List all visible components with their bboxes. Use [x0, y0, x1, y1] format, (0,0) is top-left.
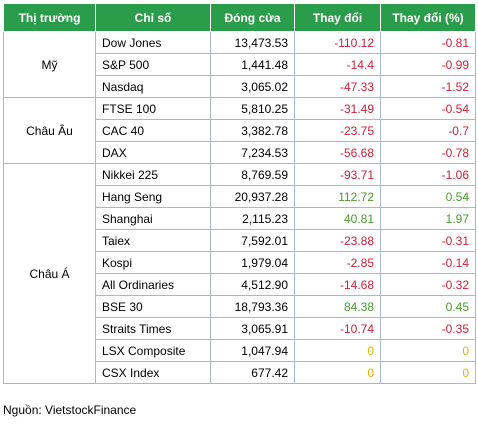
- close-value-cell: 8,769.59: [210, 163, 295, 186]
- market-indices-table: Thị trường Chỉ số Đóng cửa Thay đổi Thay…: [3, 3, 476, 384]
- change-percent-cell: -1.52: [380, 75, 476, 98]
- change-value-cell: -110.12: [294, 31, 381, 54]
- close-value-cell: 7,234.53: [210, 141, 295, 164]
- close-value-cell: 4,512.90: [210, 273, 295, 296]
- close-value-cell: 20,937.28: [210, 185, 295, 208]
- index-name-cell: BSE 30: [95, 295, 211, 318]
- table-body: Mỹ Dow Jones 13,473.53 -110.12 -0.81 S&P 500 1…: [3, 31, 476, 384]
- table-row: Châu Âu FTSE 100 5,810.25 -31.49 -0.54: [3, 97, 476, 164]
- index-name-cell: FTSE 100: [95, 97, 211, 120]
- close-value-cell: 1,047.94: [210, 339, 295, 362]
- change-percent-cell: -0.31: [380, 229, 476, 252]
- header-change: Thay đổi: [294, 3, 381, 32]
- table-row: LSX Composite 1,047.94 0 0: [4, 339, 476, 362]
- close-value-cell: 1,441.48: [210, 53, 295, 76]
- index-name-cell: LSX Composite: [95, 339, 211, 362]
- table-row: Hang Seng 20,937.28 112.72 0.54: [4, 185, 476, 208]
- index-name-cell: Nikkei 225: [95, 163, 211, 186]
- change-value-cell: -23.75: [294, 119, 381, 142]
- table-row: DAX 7,234.53 -56.68 -0.78: [4, 141, 476, 164]
- change-value-cell: -47.33: [294, 75, 381, 98]
- header-change-percent: Thay đổi (%): [380, 3, 476, 32]
- change-percent-cell: -0.99: [380, 53, 476, 76]
- index-name-cell: Taiex: [95, 229, 211, 252]
- header-market: Thị trường: [3, 3, 96, 32]
- change-value-cell: -93.71: [294, 163, 381, 186]
- index-name-cell: S&P 500: [95, 53, 211, 76]
- change-value-cell: 0: [294, 339, 381, 362]
- table-row: Taiex 7,592.01 -23.88 -0.31: [4, 229, 476, 252]
- change-value-cell: -31.49: [294, 97, 381, 120]
- header-close: Đóng cửa: [210, 3, 295, 32]
- change-value-cell: -23.88: [294, 229, 381, 252]
- change-percent-cell: -0.81: [380, 31, 476, 54]
- index-name-cell: Straits Times: [95, 317, 211, 340]
- change-percent-cell: -0.32: [380, 273, 476, 296]
- change-percent-cell: -0.78: [380, 141, 476, 164]
- close-value-cell: 3,065.91: [210, 317, 295, 340]
- close-value-cell: 1,979.04: [210, 251, 295, 274]
- table-row: CSX Index 677.42 0 0: [4, 361, 476, 384]
- change-value-cell: -14.4: [294, 53, 381, 76]
- change-value-cell: -2.85: [294, 251, 381, 274]
- change-value-cell: -56.68: [294, 141, 381, 164]
- table-header-row: Thị trường Chỉ số Đóng cửa Thay đổi Thay…: [3, 3, 476, 32]
- market-cell: Mỹ: [3, 31, 96, 98]
- close-value-cell: 3,382.78: [210, 119, 295, 142]
- close-value-cell: 18,793.36: [210, 295, 295, 318]
- close-value-cell: 2,115.23: [210, 207, 295, 230]
- change-percent-cell: -1.06: [380, 163, 476, 186]
- index-name-cell: All Ordinaries: [95, 273, 211, 296]
- change-value-cell: -10.74: [294, 317, 381, 340]
- change-value-cell: 112.72: [294, 185, 381, 208]
- close-value-cell: 7,592.01: [210, 229, 295, 252]
- change-value-cell: 0: [294, 361, 381, 384]
- change-value-cell: 84.38: [294, 295, 381, 318]
- change-value-cell: -14.68: [294, 273, 381, 296]
- index-name-cell: Nasdaq: [95, 75, 211, 98]
- index-name-cell: CAC 40: [95, 119, 211, 142]
- index-name-cell: CSX Index: [95, 361, 211, 384]
- index-name-cell: DAX: [95, 141, 211, 164]
- source-note: Nguồn: VietstockFinance: [3, 403, 137, 417]
- table-row: Châu Á Nikkei 225 8,769.59 -93.71 -1.06: [3, 163, 476, 384]
- table-row: BSE 30 18,793.36 84.38 0.45: [4, 295, 476, 318]
- index-name-cell: Shanghai: [95, 207, 211, 230]
- table-row: Shanghai 2,115.23 40.81 1.97: [4, 207, 476, 230]
- table-row: Mỹ Dow Jones 13,473.53 -110.12 -0.81: [3, 31, 476, 98]
- change-percent-cell: 1.97: [380, 207, 476, 230]
- change-percent-cell: 0.54: [380, 185, 476, 208]
- change-percent-cell: 0.45: [380, 295, 476, 318]
- change-percent-cell: -0.14: [380, 251, 476, 274]
- change-percent-cell: -0.7: [380, 119, 476, 142]
- change-value-cell: 40.81: [294, 207, 381, 230]
- change-percent-cell: -0.54: [380, 97, 476, 120]
- index-name-cell: Hang Seng: [95, 185, 211, 208]
- change-percent-cell: -0.35: [380, 317, 476, 340]
- table-row: All Ordinaries 4,512.90 -14.68 -0.32: [4, 273, 476, 296]
- change-percent-cell: 0: [380, 339, 476, 362]
- close-value-cell: 3,065.02: [210, 75, 295, 98]
- close-value-cell: 677.42: [210, 361, 295, 384]
- market-cell: Châu Á: [3, 163, 96, 384]
- market-cell: Châu Âu: [3, 97, 96, 164]
- index-name-cell: Dow Jones: [95, 31, 211, 54]
- index-name-cell: Kospi: [95, 251, 211, 274]
- change-percent-cell: 0: [380, 361, 476, 384]
- table-row: CAC 40 3,382.78 -23.75 -0.7: [4, 119, 476, 142]
- close-value-cell: 13,473.53: [210, 31, 295, 54]
- header-index: Chỉ số: [95, 3, 211, 32]
- close-value-cell: 5,810.25: [210, 97, 295, 120]
